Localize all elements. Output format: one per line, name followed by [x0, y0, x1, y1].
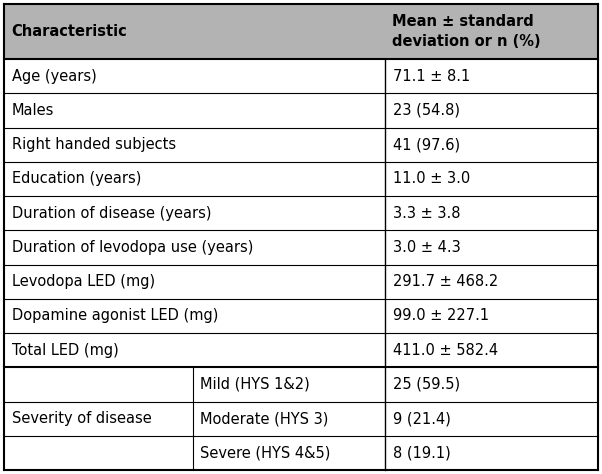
Text: Total LED (mg): Total LED (mg): [12, 343, 119, 357]
Text: Severe (HYS 4&5): Severe (HYS 4&5): [200, 446, 330, 460]
Text: Levodopa LED (mg): Levodopa LED (mg): [12, 274, 155, 289]
Text: 411.0 ± 582.4: 411.0 ± 582.4: [393, 343, 498, 357]
Text: Right handed subjects: Right handed subjects: [12, 137, 176, 152]
Text: 291.7 ± 468.2: 291.7 ± 468.2: [393, 274, 498, 289]
Text: Moderate (HYS 3): Moderate (HYS 3): [200, 411, 328, 426]
Text: 23 (54.8): 23 (54.8): [393, 103, 460, 118]
Text: 9 (21.4): 9 (21.4): [393, 411, 451, 426]
Text: 99.0 ± 227.1: 99.0 ± 227.1: [393, 309, 489, 323]
Text: 11.0 ± 3.0: 11.0 ± 3.0: [393, 172, 470, 186]
Text: Age (years): Age (years): [12, 69, 97, 83]
Text: 3.3 ± 3.8: 3.3 ± 3.8: [393, 206, 461, 220]
Text: Characteristic: Characteristic: [11, 24, 127, 39]
Text: 71.1 ± 8.1: 71.1 ± 8.1: [393, 69, 470, 83]
Text: Duration of disease (years): Duration of disease (years): [12, 206, 211, 220]
Text: Dopamine agonist LED (mg): Dopamine agonist LED (mg): [12, 309, 219, 323]
Bar: [4, 4, 598, 59]
Text: 8 (19.1): 8 (19.1): [393, 446, 451, 460]
Text: Duration of levodopa use (years): Duration of levodopa use (years): [12, 240, 253, 255]
Text: Education (years): Education (years): [12, 172, 141, 186]
Text: 25 (59.5): 25 (59.5): [393, 377, 460, 392]
Text: Severity of disease: Severity of disease: [12, 411, 152, 426]
Text: Mean ± standard
deviation or n (%): Mean ± standard deviation or n (%): [392, 14, 541, 49]
Text: Males: Males: [12, 103, 54, 118]
Text: Mild (HYS 1&2): Mild (HYS 1&2): [200, 377, 310, 392]
Text: 3.0 ± 4.3: 3.0 ± 4.3: [393, 240, 461, 255]
Text: 41 (97.6): 41 (97.6): [393, 137, 460, 152]
